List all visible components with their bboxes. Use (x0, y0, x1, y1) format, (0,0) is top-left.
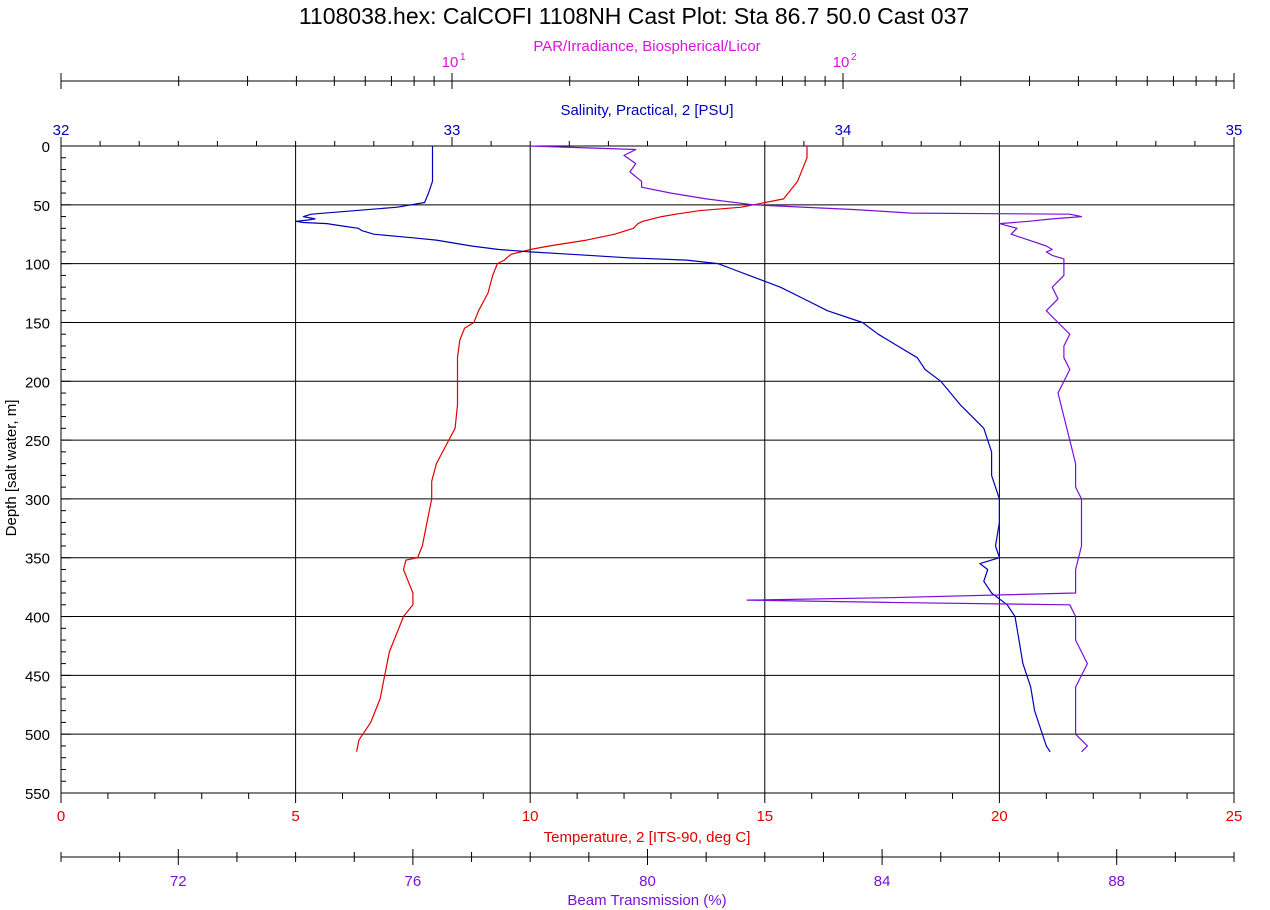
temperature-tick-label: 25 (1226, 808, 1243, 825)
transmission-axis-label: Beam Transmission (%) (567, 892, 726, 909)
plot-frame (60, 145, 1235, 794)
par-axis-ticks (60, 73, 1235, 89)
temperature-tick-label: 15 (756, 808, 773, 825)
depth-tick-label: 300 (25, 492, 50, 509)
salinity-tick-label: 33 (444, 122, 461, 139)
salinity-tick-label: 35 (1226, 122, 1243, 139)
par-tick-label: 10 (442, 54, 459, 71)
depth-tick-label: 100 (25, 257, 50, 274)
depth-tick-label: 450 (25, 668, 50, 685)
temperature-tick-label: 10 (522, 808, 539, 825)
data-series (295, 145, 1089, 753)
depth-tick-label: 500 (25, 727, 50, 744)
par-axis-label: PAR/Irradiance, Biospherical/Licor (533, 38, 760, 55)
par-axis-tick-labels: 10 1 10 2 (442, 52, 857, 71)
transmission-tick-label: 80 (639, 873, 656, 890)
depth-axis-label: Depth [salt water, m] (3, 400, 20, 537)
transmission-tick-label: 88 (1108, 873, 1125, 890)
par-tick-exponent: 2 (851, 52, 857, 63)
transmission-profile-line (530, 145, 1089, 753)
depth-tick-label: 50 (33, 198, 50, 215)
temperature-axis-ticks (60, 793, 1235, 803)
depth-tick-label: 400 (25, 610, 50, 627)
depth-tick-label: 250 (25, 433, 50, 450)
temperature-tick-label: 20 (991, 808, 1008, 825)
depth-tick-label: 150 (25, 315, 50, 332)
chart-title: 1108038.hex: CalCOFI 1108NH Cast Plot: S… (299, 3, 969, 29)
salinity-axis-tick-labels: 32 33 34 35 (53, 122, 1243, 139)
par-tick-label: 10 (833, 54, 850, 71)
depth-axis-tick-labels: 0 50 100 150 200 250 300 350 400 450 500 550 (25, 139, 50, 803)
salinity-tick-label: 32 (53, 122, 70, 139)
par-tick-exponent: 1 (460, 52, 466, 63)
transmission-axis-ticks (60, 849, 1235, 865)
grid (61, 146, 1234, 793)
depth-tick-label: 350 (25, 551, 50, 568)
salinity-axis-label: Salinity, Practical, 2 [PSU] (560, 102, 733, 119)
transmission-axis-tick-labels: 72 76 80 84 88 (170, 873, 1125, 890)
transmission-tick-label: 84 (874, 873, 891, 890)
depth-tick-label: 0 (42, 139, 50, 156)
transmission-tick-label: 76 (405, 873, 422, 890)
salinity-tick-label: 34 (835, 122, 852, 139)
transmission-tick-label: 72 (170, 873, 187, 890)
temperature-axis-label: Temperature, 2 [ITS-90, deg C] (544, 829, 751, 846)
temperature-axis-tick-labels: 0 5 10 15 20 25 (57, 808, 1243, 825)
salinity-axis-ticks (60, 137, 1235, 146)
temperature-tick-label: 5 (291, 808, 299, 825)
temperature-tick-label: 0 (57, 808, 65, 825)
depth-tick-label: 200 (25, 374, 50, 391)
depth-axis-ticks (61, 145, 71, 794)
salinity-profile-line (295, 146, 1051, 753)
temperature-profile-line (356, 146, 808, 752)
depth-tick-label: 550 (25, 786, 50, 803)
